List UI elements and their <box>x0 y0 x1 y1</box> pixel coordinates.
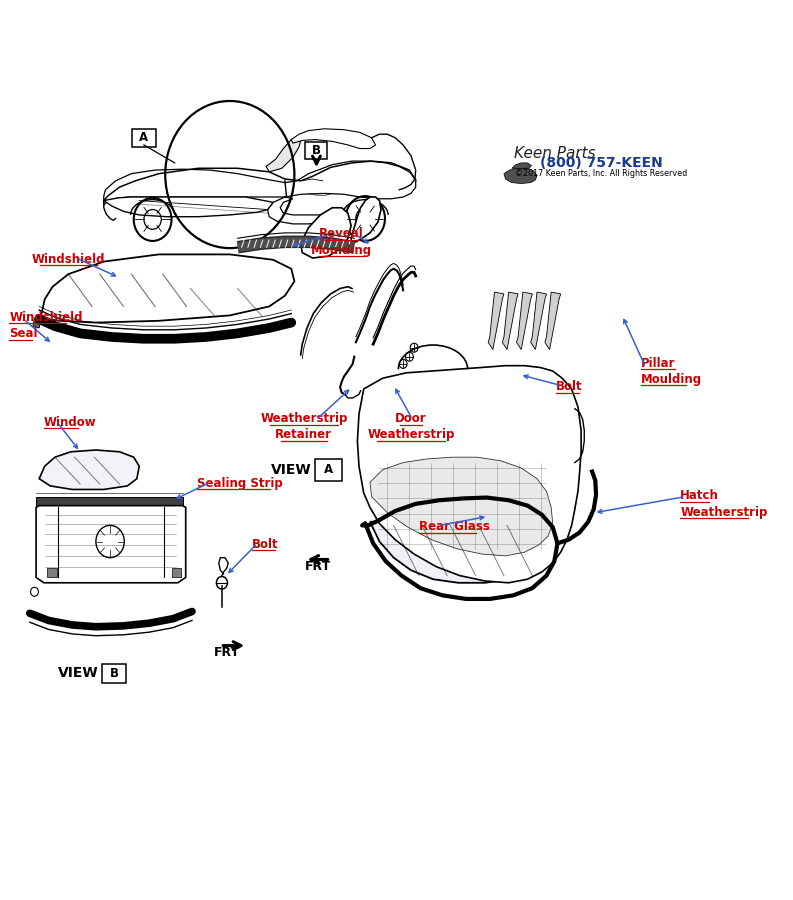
Polygon shape <box>531 292 546 349</box>
Text: Reveal: Reveal <box>320 228 364 240</box>
Text: Door: Door <box>395 412 427 426</box>
Polygon shape <box>488 292 504 349</box>
Polygon shape <box>39 450 140 490</box>
Polygon shape <box>47 569 56 578</box>
Text: Moulding: Moulding <box>641 373 702 386</box>
Text: Weatherstrip: Weatherstrip <box>260 412 347 426</box>
Circle shape <box>216 577 228 590</box>
Text: B: B <box>109 667 118 680</box>
Circle shape <box>399 359 407 368</box>
Text: Weatherstrip: Weatherstrip <box>680 506 768 518</box>
FancyBboxPatch shape <box>132 129 155 147</box>
Text: Window: Window <box>44 416 97 429</box>
Text: FRT: FRT <box>305 560 331 573</box>
Text: Retainer: Retainer <box>275 428 332 442</box>
Polygon shape <box>516 292 532 349</box>
Polygon shape <box>104 197 273 217</box>
Text: Pillar: Pillar <box>641 356 676 370</box>
Polygon shape <box>351 197 381 242</box>
Text: VIEW: VIEW <box>58 665 99 680</box>
Polygon shape <box>36 497 182 506</box>
Text: VIEW: VIEW <box>271 463 312 477</box>
Polygon shape <box>33 318 40 328</box>
Polygon shape <box>545 292 561 349</box>
Text: Windshield: Windshield <box>10 310 82 324</box>
Polygon shape <box>171 569 181 578</box>
Circle shape <box>31 588 38 596</box>
Text: Moulding: Moulding <box>311 244 372 256</box>
Text: ©2017 Keen Parts, Inc. All Rights Reserved: ©2017 Keen Parts, Inc. All Rights Reserv… <box>515 169 688 178</box>
Text: Weatherstrip: Weatherstrip <box>367 428 454 442</box>
Text: Windshield: Windshield <box>32 253 105 266</box>
Polygon shape <box>291 129 376 148</box>
Polygon shape <box>504 168 537 184</box>
Text: B: B <box>312 144 321 158</box>
Polygon shape <box>36 506 186 583</box>
Text: Sealing Strip: Sealing Strip <box>197 477 282 490</box>
Circle shape <box>410 343 418 352</box>
Polygon shape <box>358 365 581 583</box>
FancyBboxPatch shape <box>102 663 126 683</box>
Text: Hatch: Hatch <box>680 490 719 502</box>
Text: Bolt: Bolt <box>556 380 583 393</box>
Polygon shape <box>301 208 351 258</box>
Text: Keen Parts: Keen Parts <box>514 147 595 161</box>
Polygon shape <box>502 292 518 349</box>
Text: A: A <box>324 464 333 476</box>
Text: Rear Glass: Rear Glass <box>419 520 490 533</box>
Text: FRT: FRT <box>213 646 239 660</box>
Circle shape <box>405 352 413 361</box>
Polygon shape <box>370 513 549 583</box>
Polygon shape <box>370 457 553 556</box>
FancyBboxPatch shape <box>305 142 328 159</box>
Text: Seal: Seal <box>10 327 38 340</box>
Polygon shape <box>511 163 531 168</box>
Polygon shape <box>40 255 294 322</box>
Text: (800) 757-KEEN: (800) 757-KEEN <box>540 156 663 170</box>
Polygon shape <box>104 161 416 224</box>
FancyBboxPatch shape <box>315 459 342 481</box>
Polygon shape <box>266 138 301 172</box>
Text: A: A <box>140 131 148 144</box>
Text: Bolt: Bolt <box>252 538 278 551</box>
